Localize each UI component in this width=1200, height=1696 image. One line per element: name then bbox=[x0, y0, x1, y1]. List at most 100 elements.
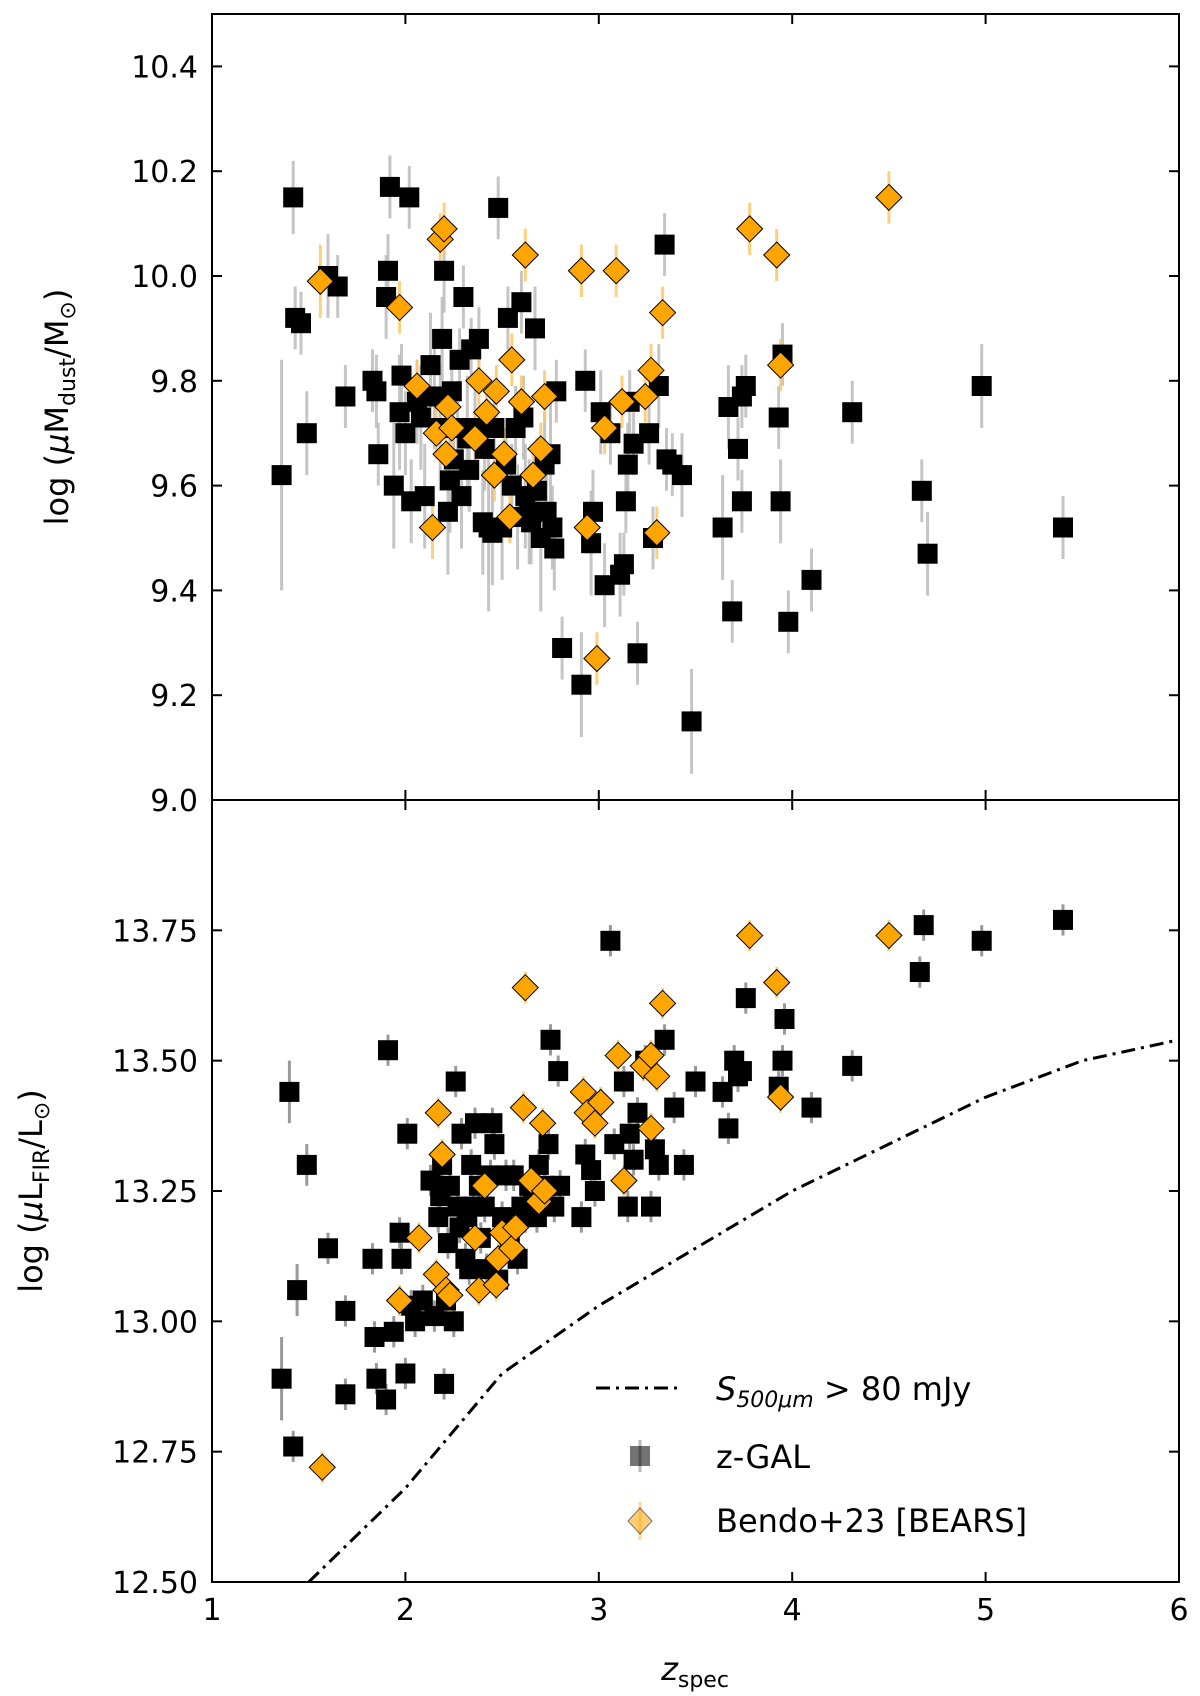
top-bears-point bbox=[496, 503, 524, 531]
top-zgal-point bbox=[439, 470, 460, 491]
top-ytick-label: 9.0 bbox=[150, 784, 198, 819]
bottom-bears-point bbox=[735, 921, 764, 950]
top-zgal-point bbox=[513, 407, 534, 428]
bottom-zgal-point bbox=[437, 1233, 458, 1254]
bottom-bears-point bbox=[610, 1166, 638, 1195]
top-zgal-point bbox=[768, 407, 789, 428]
bottom-zgal-point bbox=[482, 1113, 503, 1134]
top-zgal-point bbox=[521, 512, 542, 533]
bottom-zgal-point bbox=[575, 1144, 596, 1165]
top-zgal-point bbox=[468, 328, 489, 349]
top-bears-point bbox=[465, 367, 493, 395]
bottom-zgal-point bbox=[439, 1175, 460, 1196]
bottom-zgal-point bbox=[538, 1134, 559, 1155]
top-bears-point bbox=[527, 435, 555, 463]
top-bears-point bbox=[735, 215, 764, 243]
top-zgal-point bbox=[654, 234, 675, 255]
top-zgal-point bbox=[335, 386, 356, 407]
top-bears-point bbox=[608, 388, 636, 416]
bottom-bears-point bbox=[763, 968, 791, 997]
bottom-zgal-point bbox=[335, 1300, 356, 1321]
bottom-zgal-point bbox=[465, 1113, 485, 1134]
bottom-zgal-point bbox=[604, 1134, 625, 1155]
top-bears-point bbox=[637, 356, 665, 385]
top-zgal-point bbox=[376, 287, 397, 307]
top-zgal-point bbox=[722, 601, 743, 622]
bottom-zgal-point bbox=[673, 1154, 694, 1175]
bottom-zgal-point bbox=[641, 1196, 661, 1217]
xtick-label: 1 bbox=[202, 1593, 221, 1628]
top-zgal-point bbox=[459, 459, 480, 480]
top-zgal-point bbox=[488, 197, 509, 218]
top-zgal-point bbox=[681, 711, 702, 732]
bottom-zgal-point bbox=[617, 1196, 638, 1217]
top-zgal-point bbox=[770, 491, 791, 512]
top-bears-point bbox=[385, 293, 414, 322]
bottom-threshold-curve-group bbox=[307, 1038, 1180, 1584]
top-zgal-point bbox=[451, 486, 472, 507]
bottom-panel: 12.50 12.75 13.00 13.25 13.50 13.75 1 2 3 4 5 6 log… bbox=[12, 799, 1189, 1693]
xtick-label: 5 bbox=[976, 1593, 995, 1628]
xtick-label: 3 bbox=[589, 1593, 608, 1628]
top-bears-point bbox=[763, 241, 791, 269]
top-zgal-point bbox=[728, 438, 748, 459]
top-zgal-point bbox=[296, 423, 317, 444]
bottom-zgal-point bbox=[584, 1181, 605, 1201]
bottom-zgal-point bbox=[644, 1139, 665, 1160]
bottom-zgal-point bbox=[443, 1311, 464, 1332]
bottom-zgal-point bbox=[654, 1029, 675, 1050]
bottom-plot-frame bbox=[211, 799, 1180, 1583]
bottom-zgal-point bbox=[445, 1071, 466, 1092]
bottom-zgal-point bbox=[318, 1238, 338, 1259]
bottom-ytick-label: 13.50 bbox=[112, 1045, 198, 1080]
top-bears-point bbox=[480, 461, 509, 489]
bottom-zgal-point bbox=[492, 1207, 513, 1228]
bottom-zgal-point bbox=[913, 915, 934, 936]
legend-zgal-marker bbox=[630, 1446, 650, 1466]
top-ytick-label: 9.6 bbox=[150, 470, 198, 505]
bottom-bears-point bbox=[637, 1114, 665, 1143]
bottom-zgal-point bbox=[412, 1290, 433, 1311]
top-zgal-point bbox=[420, 355, 441, 376]
top-bears-point bbox=[875, 183, 903, 212]
bottom-zgal-point bbox=[397, 1123, 418, 1144]
bottom-zgal-point bbox=[718, 1118, 739, 1139]
top-zgal-point bbox=[437, 501, 458, 522]
bottom-bears-point bbox=[424, 1099, 452, 1127]
top-zgal-point bbox=[542, 517, 563, 538]
bottom-bears-point bbox=[766, 1083, 795, 1111]
bottom-zgal-point bbox=[735, 988, 756, 1009]
top-zgal-point bbox=[271, 465, 292, 486]
top-bears-point bbox=[643, 519, 671, 547]
top-zgal-point bbox=[525, 318, 545, 339]
bottom-zgal-point bbox=[619, 1123, 640, 1144]
top-zgal-point bbox=[735, 376, 756, 396]
top-zgal-point bbox=[911, 480, 932, 501]
bottom-bears-point bbox=[461, 1224, 489, 1252]
top-ytick-label: 10.0 bbox=[131, 260, 198, 295]
threshold-curve bbox=[307, 1038, 1180, 1584]
bottom-ytick-label: 13.25 bbox=[112, 1175, 198, 1210]
top-zgal-point bbox=[291, 313, 311, 334]
top-bears-point bbox=[573, 513, 601, 542]
top-zgal-point bbox=[366, 381, 387, 402]
top-zgal-point bbox=[615, 491, 636, 512]
bottom-zgal-point bbox=[801, 1097, 822, 1118]
bottom-zgal-point bbox=[459, 1259, 480, 1280]
top-zgal-point bbox=[842, 402, 863, 423]
bottom-zgal-point bbox=[971, 930, 992, 951]
top-zgal-point bbox=[497, 307, 518, 328]
top-ticks: 9.0 9.2 9.4 9.6 9.8 10.0 10.2 10.4 bbox=[131, 14, 1180, 819]
top-zgal-point bbox=[410, 407, 431, 428]
top-bears-point bbox=[432, 440, 460, 468]
legend-zgal-label: z-GAL bbox=[716, 1438, 810, 1476]
top-zgal-point bbox=[391, 365, 412, 386]
bottom-zgal-point bbox=[613, 1071, 634, 1092]
x-axis-label: zspec bbox=[660, 1650, 729, 1693]
bottom-zgal-point bbox=[279, 1081, 300, 1102]
bottom-y-axis-label: log (μLFIR/L⊙) bbox=[12, 1089, 55, 1293]
bottom-zgal-point bbox=[364, 1327, 385, 1347]
top-zgal-point bbox=[424, 386, 445, 407]
top-bears-point bbox=[430, 215, 458, 243]
